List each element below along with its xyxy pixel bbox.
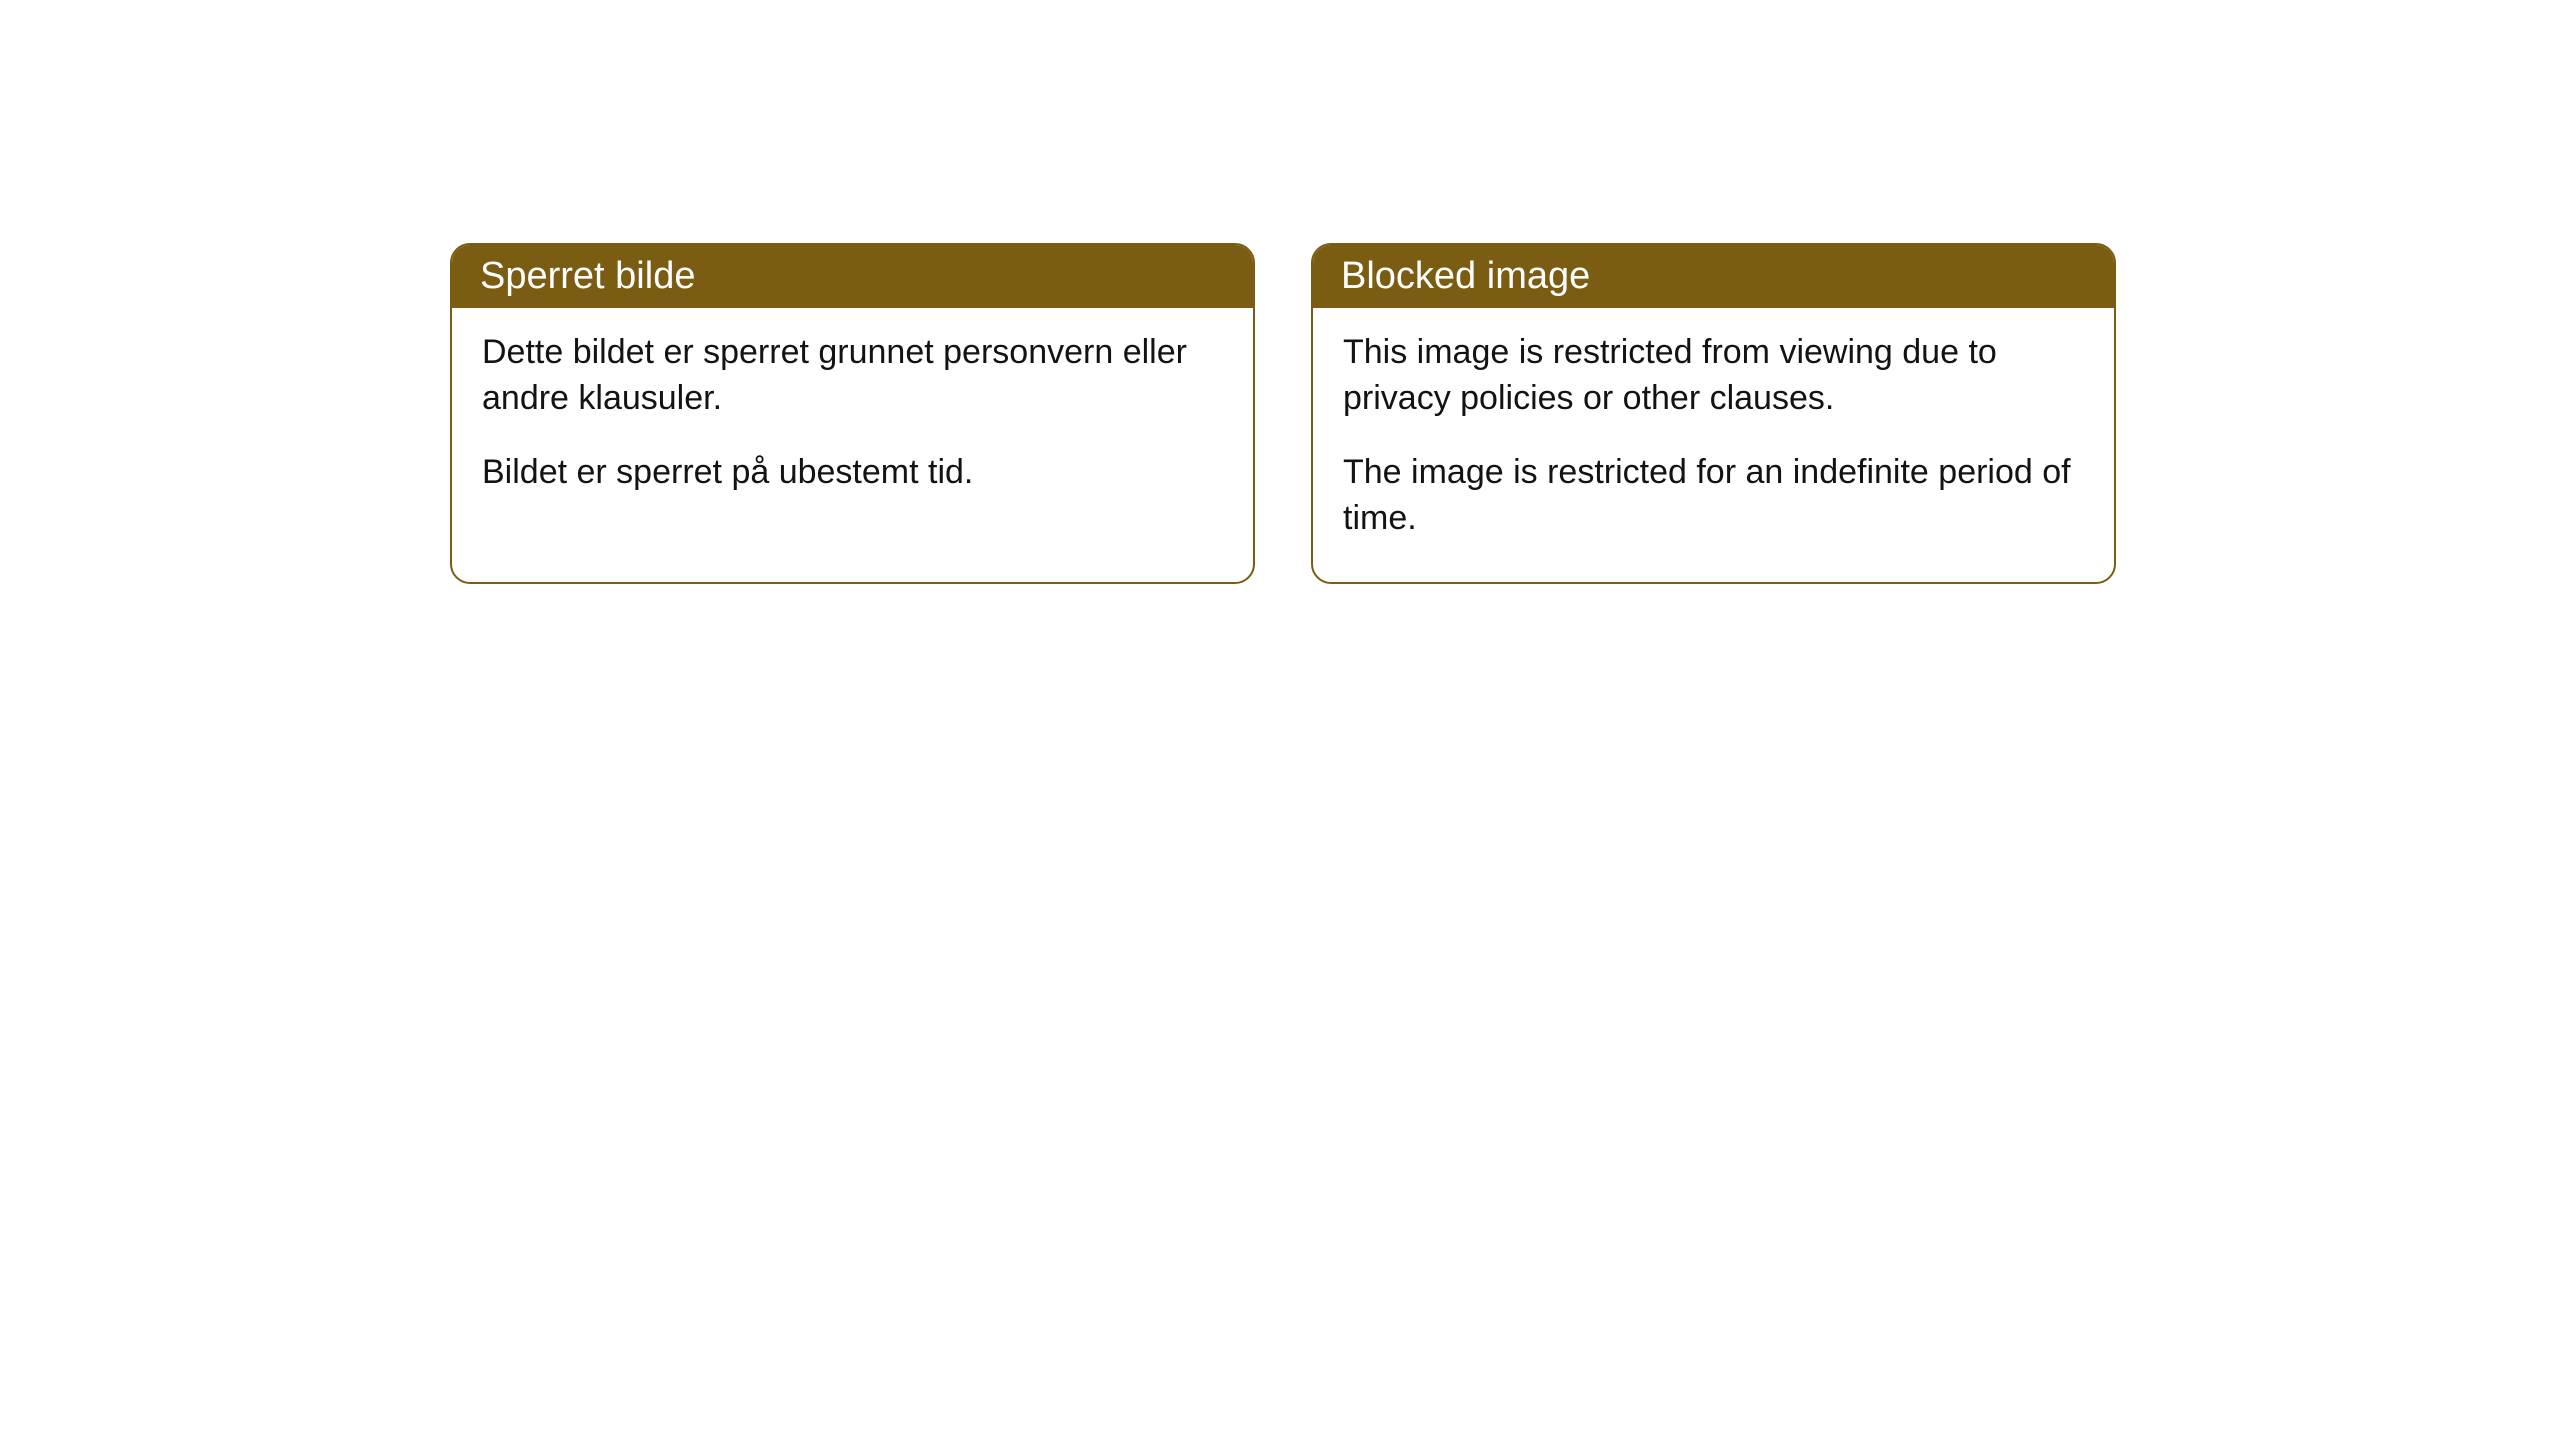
card-header: Sperret bilde [452, 245, 1253, 308]
card-paragraph: This image is restricted from viewing du… [1343, 330, 2084, 422]
card-header: Blocked image [1313, 245, 2114, 308]
card-paragraph: The image is restricted for an indefinit… [1343, 450, 2084, 542]
notice-container: Sperret bilde Dette bildet er sperret gr… [450, 243, 2116, 584]
card-title: Blocked image [1341, 255, 1590, 297]
card-body: Dette bildet er sperret grunnet personve… [452, 308, 1253, 536]
notice-card-english: Blocked image This image is restricted f… [1311, 243, 2116, 584]
notice-card-norwegian: Sperret bilde Dette bildet er sperret gr… [450, 243, 1255, 584]
card-body: This image is restricted from viewing du… [1313, 308, 2114, 582]
card-paragraph: Dette bildet er sperret grunnet personve… [482, 330, 1223, 422]
card-title: Sperret bilde [480, 255, 695, 297]
card-paragraph: Bildet er sperret på ubestemt tid. [482, 450, 1223, 496]
